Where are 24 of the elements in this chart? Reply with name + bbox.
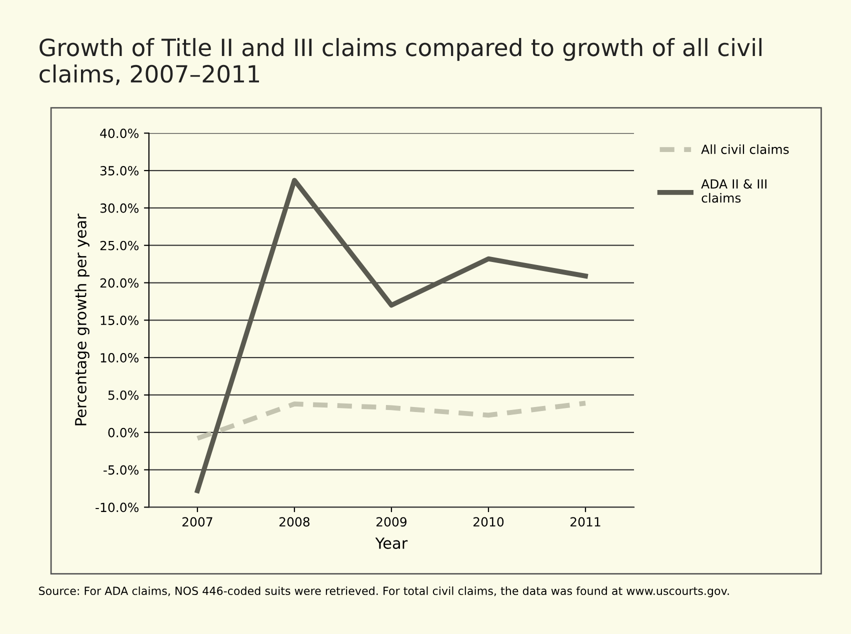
y-tick-label: 0.0% [108, 428, 139, 438]
x-tick-label: 2009 [376, 517, 406, 527]
legend-label: ADA II & III claims [701, 179, 766, 203]
source-note: Source: For ADA claims, NOS 446-coded suits were retrieved. For total civil claims, the data was found at www.uscourts.gov. [39, 586, 729, 598]
y-tick-label: 35.0% [100, 166, 139, 176]
x-axis-title: Year [375, 538, 408, 549]
legend-label: All civil claims [701, 144, 789, 154]
x-tick-label: 2011 [570, 517, 600, 527]
y-tick-label: -10.0% [96, 502, 139, 512]
x-tick-label: 2007 [182, 517, 212, 527]
y-tick-label: -5.0% [104, 465, 139, 475]
y-tick-label: 30.0% [100, 203, 139, 213]
y-axis-title: Percentage growth per year [74, 214, 90, 426]
y-tick-label: 5.0% [108, 390, 139, 400]
y-tick-label: 15.0% [100, 316, 139, 326]
y-tick-label: 40.0% [100, 128, 139, 138]
y-tick-label: 20.0% [100, 278, 139, 288]
line-series [195, 400, 588, 441]
y-tick-label: 25.0% [100, 240, 139, 250]
x-tick-label: 2008 [279, 517, 310, 527]
line-series [195, 178, 588, 494]
y-tick-label: 10.0% [100, 353, 139, 363]
x-tick-label: 2010 [473, 517, 504, 527]
chart-title: Growth of Title II and III claims compared to growth of all civil claims, 2007–2011 [40, 38, 762, 86]
